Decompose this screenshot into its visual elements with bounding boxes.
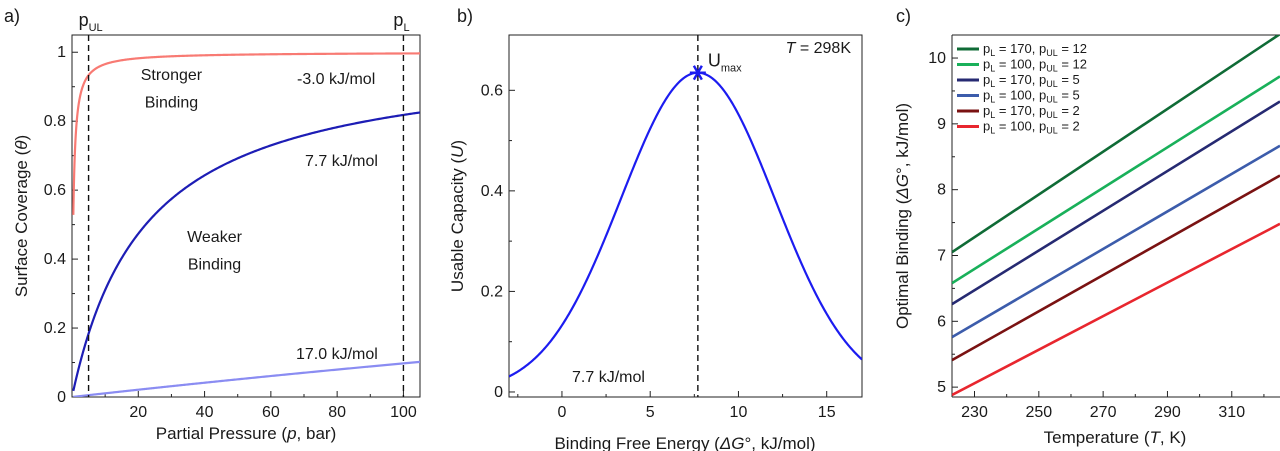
panel-c-y-ticks: 5 6 7 8 9 10 — [928, 50, 958, 396]
panel-b-ylabel: Usable Capacity (U) — [448, 140, 467, 292]
panel-a-curves — [72, 52, 420, 397]
panel-c-ylabel: Optimal Binding (ΔG°, kJ/mol) — [893, 103, 912, 329]
max-star-marker — [689, 65, 706, 81]
series-label-minus3: -3.0 kJ/mol — [297, 71, 375, 88]
panel-b-x-ticks: 0 5 10 15 — [517, 391, 836, 421]
panel-a-y-ticks: 0 0.2 0.4 0.6 0.8 1 — [44, 44, 78, 406]
y-tick-label: 1 — [57, 44, 66, 61]
legend-entry: pL = 170, pUL = 12 — [983, 41, 1087, 58]
y-tick-label: 10 — [928, 50, 946, 67]
panel-b-xlabel: Binding Free Energy (ΔG°, kJ/mol) — [554, 434, 815, 451]
y-tick-label: 8 — [937, 182, 946, 199]
region-annotation: Weaker — [187, 229, 243, 246]
x-tick-label: 290 — [1154, 404, 1181, 421]
panel-c-label: c) — [896, 6, 911, 26]
x-tick-label: 270 — [1090, 404, 1117, 421]
panel-b-y-ticks: 0 0.2 0.4 0.6 — [481, 82, 515, 401]
y-tick-label: 0.2 — [481, 283, 503, 300]
panel-a-vline-labels: pUL pL — [79, 10, 410, 34]
temperature-label: T = 298K — [786, 40, 852, 57]
x-tick-label: 310 — [1218, 404, 1245, 421]
panel-b-curves — [509, 71, 862, 378]
optimal-binding-line-3 — [952, 144, 1280, 339]
panel-a-x-ticks: 20 40 60 80 100 — [104, 391, 417, 421]
pressure-label-UL: pUL — [79, 10, 103, 34]
y-tick-label: 0.6 — [44, 182, 66, 199]
region-annotation: Binding — [188, 256, 241, 273]
series-label-17: 17.0 kJ/mol — [296, 346, 378, 363]
panel-a-annotations: Stronger Binding Weaker Binding — [141, 67, 243, 274]
legend-entry: pL = 170, pUL = 2 — [983, 103, 1080, 120]
y-tick-label: 9 — [937, 116, 946, 133]
x-tick-label: 230 — [961, 404, 988, 421]
panel-a-vlines — [87, 35, 405, 397]
vline-energy-label: 7.7 kJ/mol — [572, 369, 645, 386]
x-tick-label: 100 — [390, 404, 417, 421]
optimal-binding-line-0 — [952, 35, 1280, 254]
optimal-binding-line-2 — [952, 100, 1280, 306]
x-tick-label: 80 — [328, 404, 346, 421]
y-tick-label: 0.6 — [481, 82, 503, 99]
x-tick-label: 5 — [646, 404, 655, 421]
coverage-curve-1 — [72, 111, 420, 392]
pressure-label-L: pL — [393, 10, 409, 34]
x-tick-label: 10 — [730, 404, 748, 421]
legend-entry: pL = 100, pUL = 12 — [983, 57, 1087, 74]
x-tick-label: 20 — [129, 404, 147, 421]
x-tick-label: 60 — [262, 404, 280, 421]
panel-c-lines — [952, 35, 1280, 397]
panel-b-frame — [508, 34, 863, 398]
max-point-label: Umax — [708, 51, 742, 75]
x-tick-label: 0 — [557, 404, 566, 421]
panel-c-x-ticks: 230 250 270 290 310 — [961, 391, 1265, 421]
optimal-binding-line-4 — [952, 174, 1280, 362]
y-tick-label: 0.2 — [44, 320, 66, 337]
panel-c-xlabel: Temperature (T, K) — [1044, 428, 1187, 447]
optimal-binding-line-5 — [952, 222, 1280, 397]
y-tick-label: 0.8 — [44, 113, 66, 130]
x-tick-label: 250 — [1025, 404, 1052, 421]
panel-a: a) 0 0.2 0.4 0.6 0.8 1 20 40 60 80 100 pUL pL -3.0… — [4, 6, 421, 443]
y-tick-label: 7 — [937, 247, 946, 264]
panel-b-max-point: Umax — [689, 51, 742, 81]
coverage-curve-2 — [73, 360, 420, 397]
panel-b-label: b) — [457, 6, 473, 26]
capacity-curve — [509, 71, 862, 378]
region-annotation: Binding — [145, 94, 198, 111]
optimal-binding-line-1 — [952, 75, 1280, 285]
y-tick-label: 0.4 — [481, 183, 503, 200]
panel-a-label: a) — [4, 6, 20, 26]
y-tick-label: 6 — [937, 313, 946, 330]
y-tick-label: 0 — [494, 384, 503, 401]
legend-entry: pL = 100, pUL = 5 — [983, 88, 1080, 105]
y-tick-label: 0 — [57, 389, 66, 406]
x-tick-label: 40 — [196, 404, 214, 421]
panel-a-frame — [71, 34, 421, 398]
x-tick-label: 15 — [818, 404, 836, 421]
y-tick-label: 5 — [937, 379, 946, 396]
panel-a-ylabel: Surface Coverage (θ) — [12, 135, 31, 297]
panel-b: b) 0 0.2 0.4 0.6 0 5 10 15 Umax 7.7 kJ/mol T =… — [448, 6, 863, 451]
region-annotation: Stronger — [141, 67, 203, 84]
coverage-curve-0 — [72, 52, 420, 215]
panel-a-xlabel: Partial Pressure (p, bar) — [156, 424, 336, 443]
panel-c: c) 5 6 7 8 9 10 230 250 270 290 310 pL = 170, pUL… — [893, 6, 1280, 447]
series-label-7-7: 7.7 kJ/mol — [305, 153, 378, 170]
legend-entry: pL = 170, pUL = 5 — [983, 72, 1080, 89]
legend-entry: pL = 100, pUL = 2 — [983, 119, 1080, 136]
y-tick-label: 0.4 — [44, 251, 66, 268]
